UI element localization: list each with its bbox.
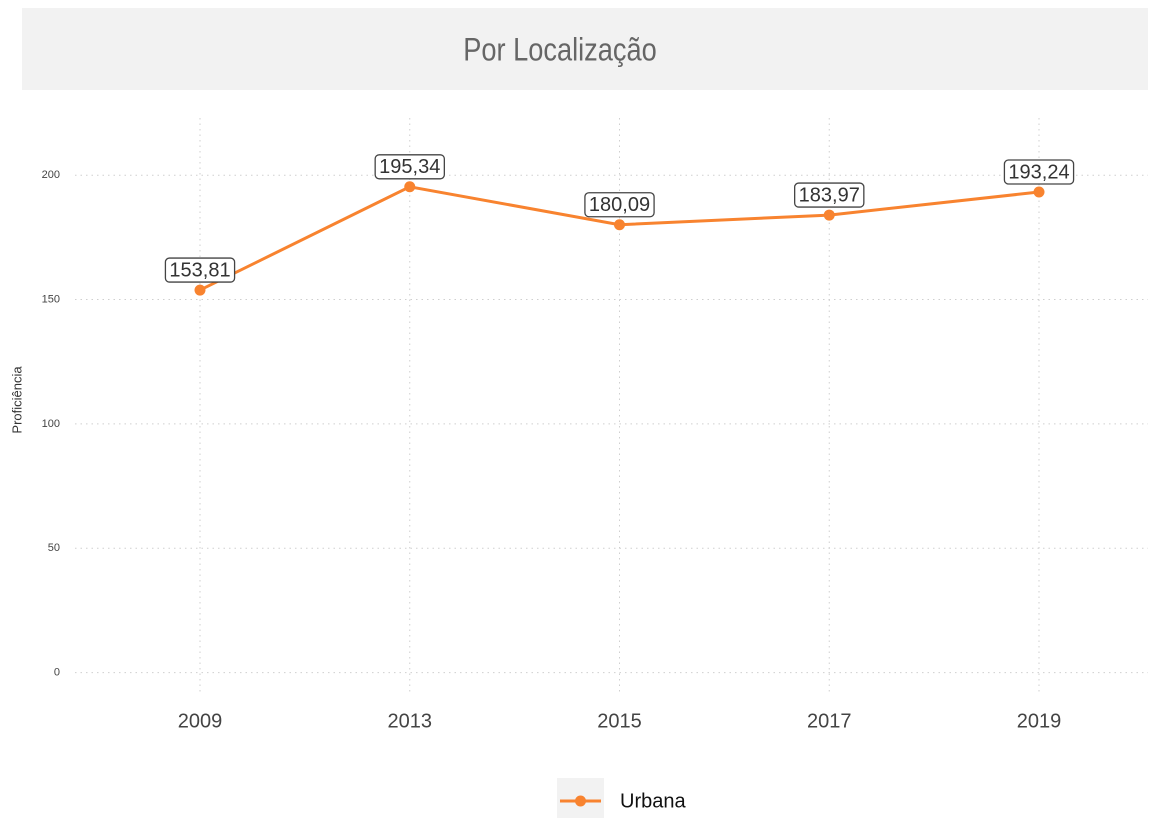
x-tick-label: 2017 — [807, 710, 852, 732]
data-label: 193,24 — [1008, 161, 1069, 183]
data-point — [823, 209, 835, 221]
x-tick-label: 2009 — [178, 710, 223, 732]
data-label-box — [584, 192, 655, 218]
data-label-box — [1003, 159, 1075, 185]
data-label-box — [794, 182, 865, 208]
data-label-group: 193,24 — [1003, 159, 1075, 185]
data-label-group: 153,81 — [164, 257, 236, 283]
data-point — [404, 181, 416, 193]
y-tick-label: 50 — [48, 542, 60, 554]
data-label: 183,97 — [799, 184, 860, 206]
y-tick-label: 150 — [42, 293, 60, 305]
y-tick-label: 100 — [42, 418, 60, 430]
data-label: 153,81 — [169, 259, 230, 281]
data-label-box — [374, 154, 445, 180]
data-label-group: 180,09 — [584, 192, 655, 218]
x-tick-label: 2019 — [1017, 710, 1062, 732]
x-tick-label: 2015 — [597, 710, 642, 732]
legend-label: Urbana — [620, 790, 686, 812]
data-label-group: 183,97 — [794, 182, 865, 208]
chart-title: Por Localização — [463, 32, 656, 68]
title-bar — [22, 8, 1148, 90]
data-label-group: 195,34 — [374, 154, 445, 180]
data-point — [614, 219, 625, 231]
x-tick-label: 2013 — [388, 710, 433, 732]
data-label-box — [164, 257, 236, 283]
data-point — [194, 284, 206, 296]
data-point — [1033, 186, 1045, 198]
legend-marker — [575, 795, 586, 807]
y-tick-label: 200 — [42, 169, 60, 181]
data-label: 180,09 — [589, 194, 650, 216]
data-label: 195,34 — [379, 156, 440, 178]
y-tick-label: 0 — [54, 667, 60, 679]
y-axis-label: Proficiência — [9, 366, 24, 434]
